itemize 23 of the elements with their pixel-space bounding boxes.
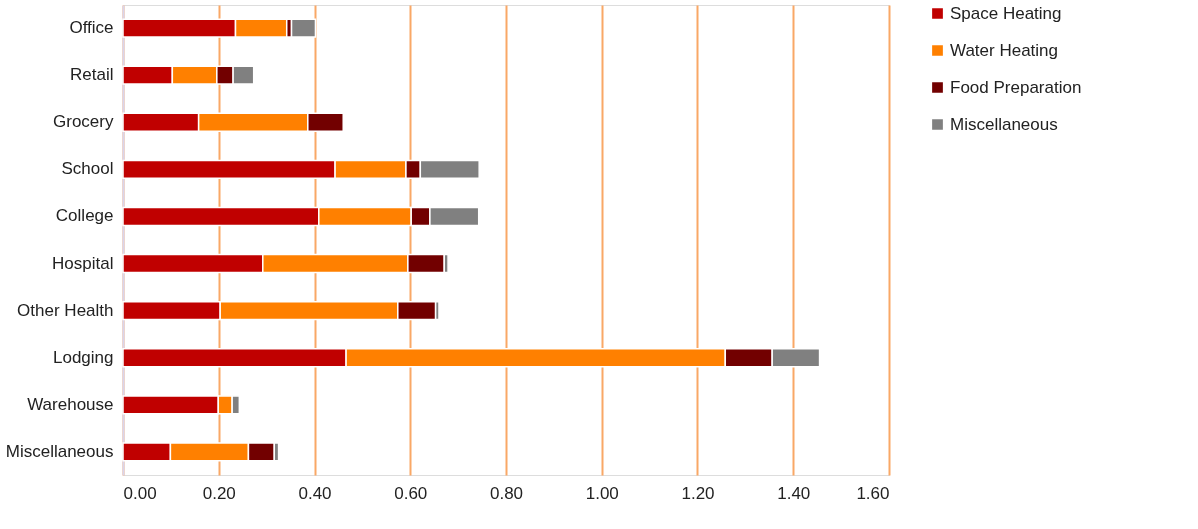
y-tick-label: Retail [70, 65, 114, 85]
y-tick-label: Grocery [53, 112, 114, 132]
y-tick-label: Other Health [17, 300, 114, 320]
x-tick-label: 0.20 [202, 483, 236, 503]
y-tick-label: Lodging [52, 347, 114, 367]
x-tick-label: 0.40 [298, 483, 332, 503]
x-tick-label: 0.00 [123, 483, 157, 503]
x-tick-label: 0.80 [489, 483, 524, 503]
x-tick-label: 1.40 [777, 483, 811, 503]
y-tick-label: School [61, 159, 114, 179]
y-tick-label: Hospital [52, 253, 114, 273]
x-tick-label: 1.00 [585, 483, 619, 503]
y-tick-label: Warehouse [27, 394, 114, 414]
legend-label: Food Preparation [950, 77, 1082, 97]
legend-label: Miscellaneous [950, 114, 1058, 134]
legend-label: Space Heating [950, 3, 1062, 23]
x-tick-label: 0.60 [394, 483, 428, 503]
y-tick-label: Office [69, 18, 114, 38]
y-tick-label: College [55, 206, 114, 226]
x-tick-label: 1.60 [856, 483, 890, 503]
y-tick-label: Miscellaneous [5, 441, 114, 461]
legend-label: Water Heating [950, 40, 1059, 60]
x-tick-label: 1.20 [681, 483, 715, 503]
